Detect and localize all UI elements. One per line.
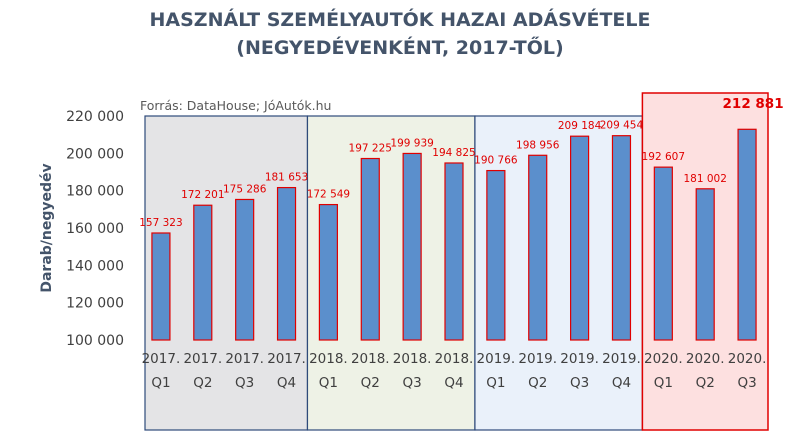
x-tick-quarter: Q1 [654,375,673,391]
data-label: 192 607 [642,151,685,163]
bar [151,232,171,341]
data-label: 190 766 [474,155,518,167]
x-tick-year: 2020. [728,351,767,367]
x-tick-quarter: Q1 [151,375,170,391]
bar [653,166,673,341]
y-tick-label: 180 000 [66,184,124,200]
x-tick-quarter: Q2 [193,375,212,391]
bar [486,169,506,341]
bar [318,203,338,341]
x-tick-year: 2019. [560,351,599,367]
x-tick-quarter: Q2 [361,375,380,391]
bar [611,135,632,341]
y-axis-label: Darab/negyedév [39,163,55,292]
bar [569,135,590,341]
x-axis: 2017. Q1 2017. Q2 2017. Q3 2017. Q4 2018. Q1 2018.… [142,351,767,391]
data-label: 181 653 [265,172,308,184]
bar [276,186,297,341]
x-tick-year: 2018. [435,351,474,367]
bar [193,204,213,341]
x-tick-year: 2017. [183,351,222,367]
bar [402,152,422,341]
x-tick-quarter: Q3 [570,375,589,391]
x-tick-year: 2017. [142,351,181,367]
y-tick-label: 140 000 [66,258,124,274]
x-tick-quarter: Q3 [403,375,422,391]
x-tick-year: 2020. [644,351,683,367]
x-tick-quarter: Q1 [319,375,338,391]
y-tick-label: 200 000 [66,146,124,162]
x-tick-year: 2019. [518,351,557,367]
bars [151,128,757,341]
data-label: 175 286 [223,183,267,195]
x-tick-quarter: Q4 [444,375,463,391]
bar [528,154,548,341]
bar [737,128,757,341]
x-tick-year: 2018. [309,351,348,367]
y-axis: 100 000 120 000 140 000 160 000 180 000 200 0… [66,109,124,349]
data-label: 209 454 [600,120,644,132]
y-tick-label: 100 000 [66,333,124,349]
x-tick-year: 2018. [351,351,390,367]
x-tick-quarter: Q4 [277,375,296,391]
x-tick-year: 2017. [225,351,264,367]
x-tick-year: 2020. [686,351,725,367]
data-label: 172 201 [181,189,224,201]
bar [235,198,255,341]
x-tick-year: 2018. [393,351,432,367]
x-tick-quarter: Q3 [737,375,756,391]
data-label-highlight: 212 881 [723,96,784,112]
x-tick-year: 2019. [602,351,641,367]
data-label: 157 323 [139,217,182,229]
data-label: 209 184 [558,120,602,132]
x-tick-year: 2017. [267,351,306,367]
y-tick-label: 120 000 [66,296,124,312]
x-tick-quarter: Q2 [528,375,547,391]
data-label: 172 549 [307,189,350,201]
data-label: 181 002 [683,173,726,185]
chart-title-line1: HASZNÁLT SZEMÉLYAUTÓK HAZAI ADÁSVÉTELE [150,7,651,31]
y-tick-label: 220 000 [66,109,124,125]
bar [695,188,715,341]
x-tick-quarter: Q1 [486,375,505,391]
x-tick-quarter: Q3 [235,375,254,391]
data-label: 197 225 [349,143,392,155]
x-tick-quarter: Q4 [612,375,631,391]
source-note: Forrás: DataHouse; JóAutók.hu [140,98,331,113]
data-label: 198 956 [516,139,560,151]
x-tick-quarter: Q2 [696,375,715,391]
bar [444,162,464,341]
x-tick-year: 2019. [477,351,516,367]
y-tick-label: 160 000 [66,221,124,237]
data-label: 199 939 [390,137,433,149]
bar [360,157,380,341]
chart-title-line2: (NEGYEDÉVENKÉNT, 2017-TŐL) [236,35,563,59]
data-label: 194 825 [432,147,475,159]
